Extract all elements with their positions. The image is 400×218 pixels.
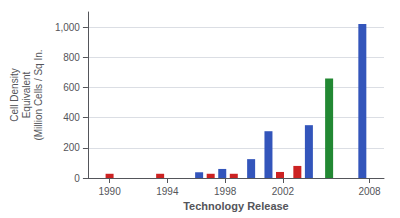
svg-text:Equivalent: Equivalent: [21, 71, 32, 118]
svg-text:0: 0: [74, 173, 80, 184]
svg-text:Cell Density: Cell Density: [9, 68, 20, 121]
svg-text:1,000: 1,000: [55, 22, 80, 33]
svg-text:1994: 1994: [156, 186, 179, 197]
svg-text:200: 200: [63, 142, 80, 153]
svg-text:1990: 1990: [98, 186, 121, 197]
svg-text:1998: 1998: [214, 186, 237, 197]
svg-text:2002: 2002: [272, 186, 295, 197]
svg-text:600: 600: [63, 82, 80, 93]
svg-text:(Million Cells / Sq In.: (Million Cells / Sq In.: [33, 49, 44, 140]
svg-text:800: 800: [63, 52, 80, 63]
svg-text:Technology Release: Technology Release: [183, 200, 289, 212]
svg-text:2008: 2008: [358, 186, 381, 197]
svg-text:400: 400: [63, 112, 80, 123]
